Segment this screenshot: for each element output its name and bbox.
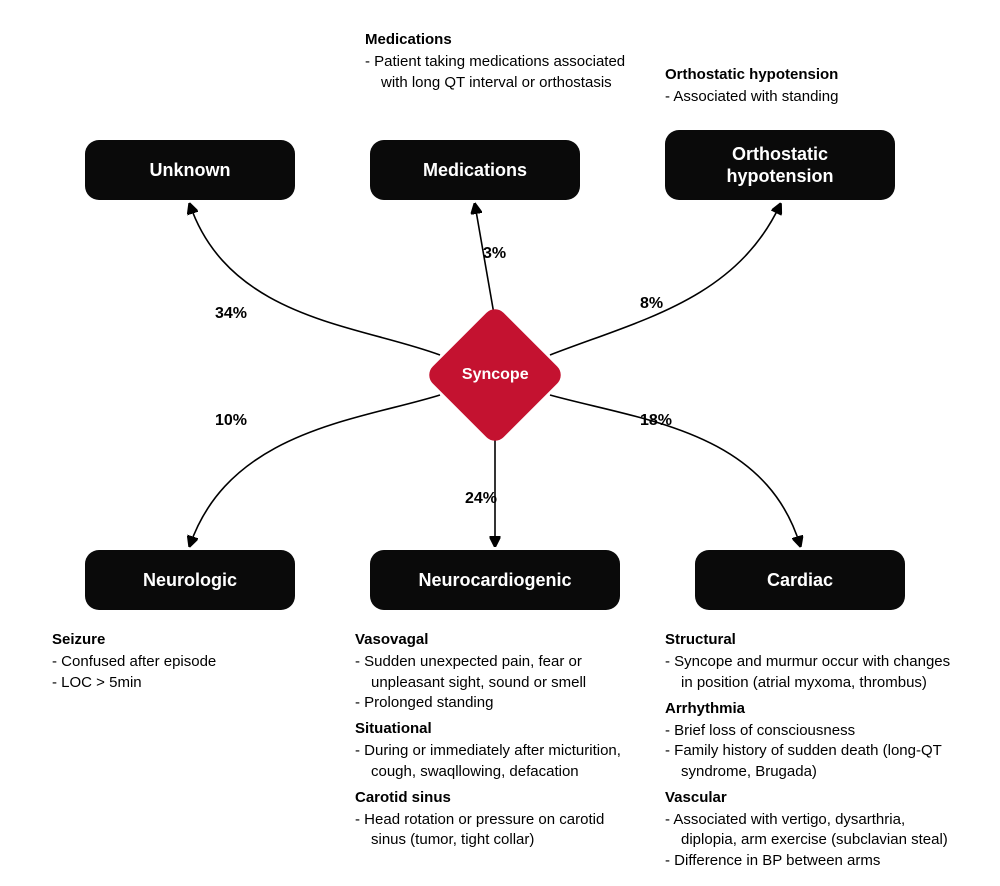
desc-list-item: Sudden unexpected pain, fear or unpleasa… [371, 652, 635, 693]
diagram-canvas: Syncope Unknown Medications Orthostatic … [0, 0, 1000, 886]
desc-list-item: Patient taking medications associated wi… [381, 52, 640, 93]
desc-list-item: Confused after episode [68, 652, 312, 672]
node-label: Neurocardiogenic [418, 569, 571, 592]
desc-title: Carotid sinus [355, 788, 635, 808]
desc-list: Brief loss of consciousnessFamily histor… [665, 721, 965, 782]
node-label: Cardiac [767, 569, 833, 592]
edge-label-neurocardio: 24% [465, 490, 497, 508]
desc-cardiac: StructuralSyncope and murmur occur with … [665, 630, 965, 871]
desc-list-item: Associated with standing [681, 87, 945, 107]
edge-label-cardiac: 18% [640, 412, 672, 430]
desc-neurocardio: VasovagalSudden unexpected pain, fear or… [355, 630, 635, 851]
desc-list-item: Difference in BP between arms [681, 851, 965, 871]
desc-list-item: Prolonged standing [371, 693, 635, 713]
edge-label-orthostatic: 8% [640, 295, 663, 313]
desc-title: Medications [365, 30, 640, 50]
edge-label-neurologic: 10% [215, 412, 247, 430]
node-unknown: Unknown [85, 140, 295, 200]
desc-list: Sudden unexpected pain, fear or unpleasa… [355, 652, 635, 713]
edge-to-unknown [190, 205, 440, 355]
node-cardiac: Cardiac [695, 550, 905, 610]
desc-list: Syncope and murmur occur with changes in… [665, 652, 965, 693]
desc-list: Associated with standing [665, 87, 945, 107]
edge-to-cardiac [550, 395, 800, 545]
desc-list-item: Associated with vertigo, dysarthria, dip… [681, 810, 965, 851]
node-label: Medications [423, 159, 527, 182]
desc-list-item: Brief loss of consciousness [681, 721, 965, 741]
desc-title: Vasovagal [355, 630, 635, 650]
desc-title: Structural [665, 630, 965, 650]
center-node-syncope: Syncope [424, 304, 565, 445]
node-label: Neurologic [143, 569, 237, 592]
desc-list: During or immediately after micturition,… [355, 741, 635, 782]
desc-title: Orthostatic hypotension [665, 65, 945, 85]
node-medications: Medications [370, 140, 580, 200]
desc-list: Patient taking medications associated wi… [365, 52, 640, 93]
node-neurocardio: Neurocardiogenic [370, 550, 620, 610]
desc-title: Arrhythmia [665, 699, 965, 719]
node-orthostatic: Orthostatic hypotension [665, 130, 895, 200]
desc-title: Situational [355, 719, 635, 739]
desc-list-item: Syncope and murmur occur with changes in… [681, 652, 965, 693]
node-label: Unknown [150, 159, 231, 182]
desc-list-item: LOC > 5min [68, 673, 312, 693]
desc-list-item: During or immediately after micturition,… [371, 741, 635, 782]
desc-list: Associated with vertigo, dysarthria, dip… [665, 810, 965, 871]
desc-list: Head rotation or pressure on carotid sin… [355, 810, 635, 851]
desc-title: Seizure [52, 630, 312, 650]
desc-medications: MedicationsPatient taking medications as… [365, 30, 640, 93]
desc-neurologic: SeizureConfused after episodeLOC > 5min [52, 630, 312, 693]
desc-list: Confused after episodeLOC > 5min [52, 652, 312, 693]
desc-list-item: Head rotation or pressure on carotid sin… [371, 810, 635, 851]
desc-orthostatic: Orthostatic hypotensionAssociated with s… [665, 65, 945, 108]
edge-label-unknown: 34% [215, 305, 247, 323]
node-neurologic: Neurologic [85, 550, 295, 610]
desc-title: Vascular [665, 788, 965, 808]
edge-to-orthostatic [550, 205, 780, 355]
node-label: Orthostatic hypotension [677, 143, 883, 188]
edge-label-medications: 3% [483, 245, 506, 263]
desc-list-item: Family history of sudden death (long-QT … [681, 741, 965, 782]
center-node-label: Syncope [462, 366, 529, 384]
